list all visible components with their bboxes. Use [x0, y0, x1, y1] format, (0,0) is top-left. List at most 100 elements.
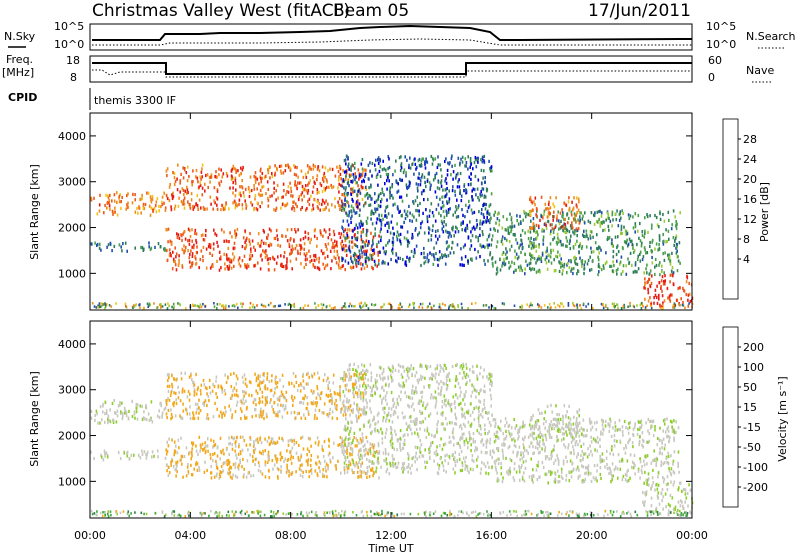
echo-cell	[264, 396, 267, 400]
echo-cell	[536, 257, 539, 261]
echo-cell	[123, 406, 126, 410]
echo-cell	[179, 414, 181, 418]
echo-cell	[475, 165, 478, 169]
echo-cell	[369, 442, 372, 446]
echo-cell	[363, 470, 365, 474]
echo-cell	[192, 207, 195, 211]
echo-cell	[463, 189, 465, 193]
echo-band-5	[491, 209, 681, 277]
echo-cell	[192, 441, 195, 445]
echo-cell	[629, 301, 631, 305]
echo-cell	[208, 385, 211, 389]
freq-tick-low: 8	[70, 71, 77, 84]
echo-cell	[583, 263, 586, 267]
echo-cell	[279, 451, 282, 455]
echo-cell	[371, 430, 373, 434]
echo-cell	[461, 414, 463, 419]
echo-cell	[653, 301, 655, 305]
echo-cell	[221, 413, 223, 417]
echo-cell	[344, 158, 347, 162]
echo-cell	[572, 230, 574, 234]
echo-cell	[349, 404, 352, 408]
echo-cell	[446, 168, 449, 172]
echo-cell	[576, 304, 578, 307]
echo-cell	[441, 302, 444, 306]
echo-cell	[167, 240, 169, 244]
echo-cell	[407, 433, 409, 437]
echo-cell	[358, 202, 361, 206]
echo-cell	[381, 305, 384, 308]
echo-cell	[371, 222, 374, 226]
echo-cell	[255, 389, 257, 393]
echo-cell	[361, 158, 364, 162]
echo-cell	[258, 382, 261, 386]
echo-cell	[158, 409, 160, 413]
echo-cell	[267, 233, 269, 237]
echo-cell	[597, 258, 600, 262]
echo-cell	[346, 236, 348, 240]
echo-cell	[393, 401, 396, 406]
echo-cell	[567, 261, 569, 265]
echo-cell	[259, 450, 261, 454]
echo-cell	[367, 243, 369, 247]
echo-cell	[354, 211, 357, 215]
echo-cell	[177, 263, 180, 267]
echo-cell	[529, 230, 532, 234]
echo-cell	[262, 452, 265, 456]
echo-cell	[508, 260, 510, 265]
echo-cell	[357, 202, 359, 206]
echo-cell	[439, 256, 441, 260]
echo-cell	[597, 255, 599, 259]
echo-cell	[240, 302, 242, 305]
echo-cell	[303, 194, 305, 198]
echo-cell	[430, 306, 433, 310]
echo-cell	[547, 211, 550, 215]
echo-cell	[462, 362, 464, 366]
echo-cell	[251, 203, 254, 207]
echo-cell	[131, 201, 134, 205]
echo-cell	[485, 441, 488, 445]
echo-cell	[163, 407, 166, 411]
echo-cell	[254, 457, 257, 461]
echo-cell	[221, 415, 223, 419]
echo-cell	[351, 163, 354, 167]
echo-cell	[133, 410, 136, 414]
echo-cell	[541, 227, 544, 231]
echo-cell	[435, 372, 437, 376]
echo-band-1	[90, 449, 167, 462]
echo-cell	[659, 305, 662, 309]
echo-cell	[207, 394, 210, 399]
echo-cell	[493, 227, 495, 231]
echo-cell	[289, 457, 292, 461]
echo-cell	[343, 159, 346, 163]
echo-cell	[303, 242, 306, 246]
echo-cell	[329, 304, 331, 307]
echo-cell	[352, 206, 355, 210]
echo-cell	[480, 388, 482, 392]
echo-cell	[149, 247, 152, 252]
echo-cell	[495, 272, 498, 276]
echo-cell	[258, 182, 260, 186]
echo-cell	[344, 259, 347, 263]
echo-cell	[191, 180, 193, 184]
echo-cell	[488, 421, 491, 425]
echo-cell	[489, 382, 491, 386]
echo-cell	[190, 198, 193, 202]
echo-cell	[682, 286, 684, 290]
echo-cell	[137, 211, 139, 215]
echo-cell	[469, 165, 471, 169]
echo-cell	[144, 417, 146, 421]
echo-cell	[285, 267, 287, 271]
echo-cell	[244, 246, 246, 250]
echo-cell	[491, 465, 493, 469]
echo-cell	[476, 223, 478, 227]
echo-cell	[639, 252, 641, 257]
echo-cell	[456, 442, 458, 446]
echo-cell	[344, 177, 347, 182]
echo-cell	[649, 285, 652, 289]
echo-cell	[357, 395, 359, 399]
echo-cell	[479, 158, 482, 162]
echo-cell	[184, 371, 186, 375]
echo-cell	[352, 471, 354, 475]
echo-cell	[243, 194, 245, 198]
